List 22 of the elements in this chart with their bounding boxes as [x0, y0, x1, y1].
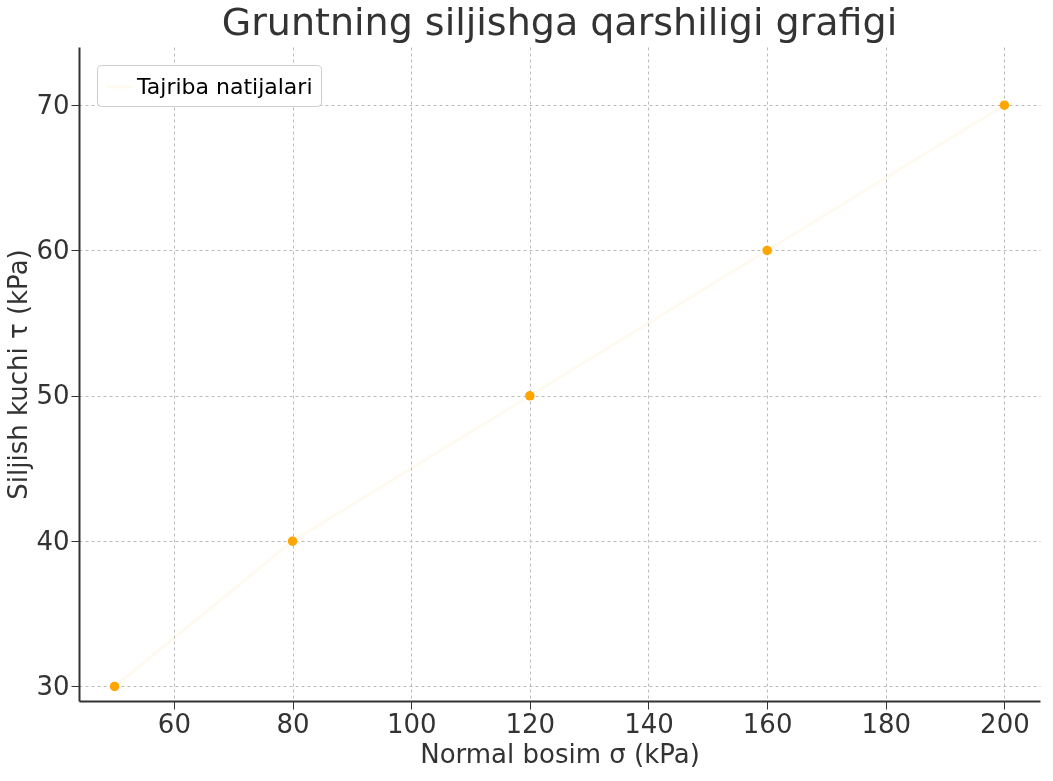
point	[109, 681, 120, 692]
y-tick-label: 30	[36, 670, 70, 701]
legend-label: Tajriba natijalari	[136, 74, 313, 99]
x-tick-label: 160	[742, 708, 793, 739]
y-tick-label: 40	[36, 525, 70, 556]
point	[762, 245, 772, 256]
y-axis-title: Siljish kuchi τ (kPa)	[3, 249, 34, 500]
x-tick-label: 200	[980, 708, 1030, 739]
x-tick-label: 100	[386, 708, 437, 739]
y-tick-label: 70	[36, 89, 70, 120]
y-tick-label: 60	[36, 234, 70, 265]
x-tick-label: 140	[624, 708, 674, 739]
point	[525, 391, 535, 401]
x-tick-label: 60	[157, 708, 191, 739]
y-tick-label: 50	[36, 380, 70, 411]
x-tick-label: 180	[861, 708, 912, 739]
x-axis-title: Normal bosim σ (kPa)	[420, 738, 700, 769]
chart-title: Gruntning siljishga qarshiligi grafigi	[221, 0, 898, 44]
x-tick-label: 80	[276, 708, 310, 739]
point	[287, 536, 298, 546]
point	[999, 100, 1010, 110]
x-tick-label: 120	[505, 708, 556, 739]
